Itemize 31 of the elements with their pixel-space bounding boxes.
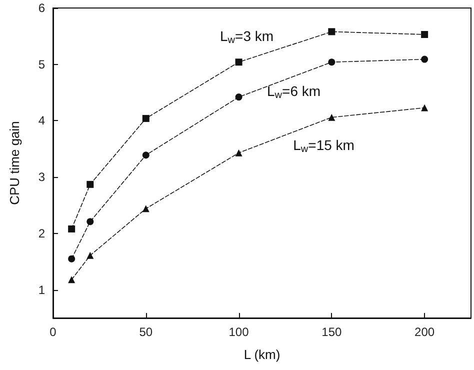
point: [328, 114, 336, 121]
x-axis-title: L (km): [244, 347, 280, 362]
point: [86, 180, 94, 188]
y-tick-label: 6: [38, 1, 46, 15]
point: [142, 152, 150, 159]
point: [235, 58, 242, 66]
point: [86, 218, 94, 226]
point: [421, 30, 428, 38]
y-tick-label: 5: [38, 57, 46, 72]
point: [68, 276, 76, 284]
x-tick-label: 50: [139, 325, 153, 339]
point: [68, 225, 76, 232]
point: [68, 255, 76, 262]
point: [328, 58, 336, 66]
point: [142, 114, 150, 122]
point: [86, 252, 94, 259]
x-tick-label: 150: [322, 325, 342, 339]
point: [235, 94, 242, 101]
x-tick-label: 100: [228, 325, 250, 339]
point: [235, 149, 242, 156]
x-tick-label: 200: [414, 325, 435, 339]
point: [142, 205, 150, 212]
y-tick-label: 2: [38, 226, 46, 240]
y-tick-label: 1: [38, 282, 46, 297]
y-axis-title: CPU time gain: [7, 121, 22, 205]
x-tick-label: 0: [50, 325, 57, 339]
point: [421, 56, 428, 63]
point: [421, 104, 428, 112]
point: [328, 28, 336, 36]
y-tick-label: 3: [38, 170, 46, 184]
y-tick-label: 4: [38, 114, 46, 128]
